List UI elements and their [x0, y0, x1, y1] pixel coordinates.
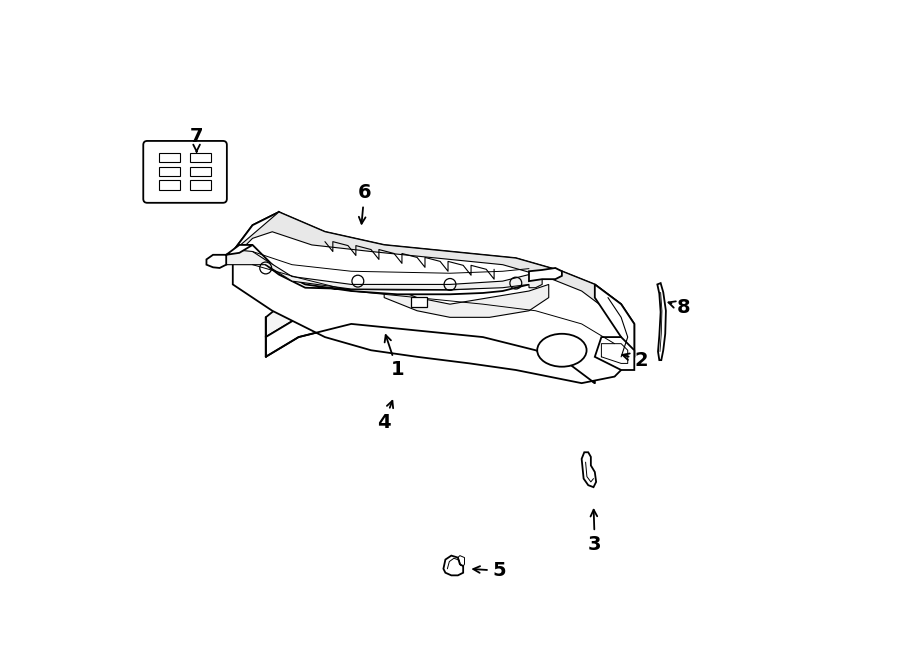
Bar	[159, 180, 180, 190]
Bar	[159, 167, 180, 176]
Bar	[410, 297, 427, 307]
Polygon shape	[266, 297, 595, 383]
Polygon shape	[444, 556, 464, 575]
Polygon shape	[595, 330, 615, 377]
FancyBboxPatch shape	[143, 141, 227, 203]
Polygon shape	[529, 268, 562, 281]
Bar	[190, 180, 212, 190]
Polygon shape	[233, 212, 621, 311]
Polygon shape	[233, 212, 634, 383]
Polygon shape	[595, 284, 634, 364]
Polygon shape	[253, 219, 299, 271]
Text: 7: 7	[190, 127, 203, 152]
Text: 1: 1	[384, 335, 404, 379]
Polygon shape	[299, 225, 325, 304]
Ellipse shape	[537, 334, 587, 367]
Polygon shape	[657, 283, 666, 360]
Text: 6: 6	[357, 183, 371, 223]
Bar	[159, 153, 180, 162]
Text: 8: 8	[669, 298, 690, 317]
Text: 2: 2	[623, 350, 648, 369]
Bar	[190, 153, 212, 162]
Polygon shape	[226, 245, 529, 294]
Polygon shape	[206, 245, 253, 268]
Polygon shape	[273, 212, 311, 304]
Text: 4: 4	[377, 401, 393, 432]
Polygon shape	[384, 284, 549, 317]
Polygon shape	[226, 251, 542, 290]
Polygon shape	[595, 337, 634, 370]
Text: 5: 5	[473, 561, 506, 580]
Text: 3: 3	[588, 510, 601, 554]
Polygon shape	[581, 452, 596, 487]
Bar	[190, 167, 212, 176]
Polygon shape	[266, 278, 615, 357]
Polygon shape	[233, 212, 305, 278]
